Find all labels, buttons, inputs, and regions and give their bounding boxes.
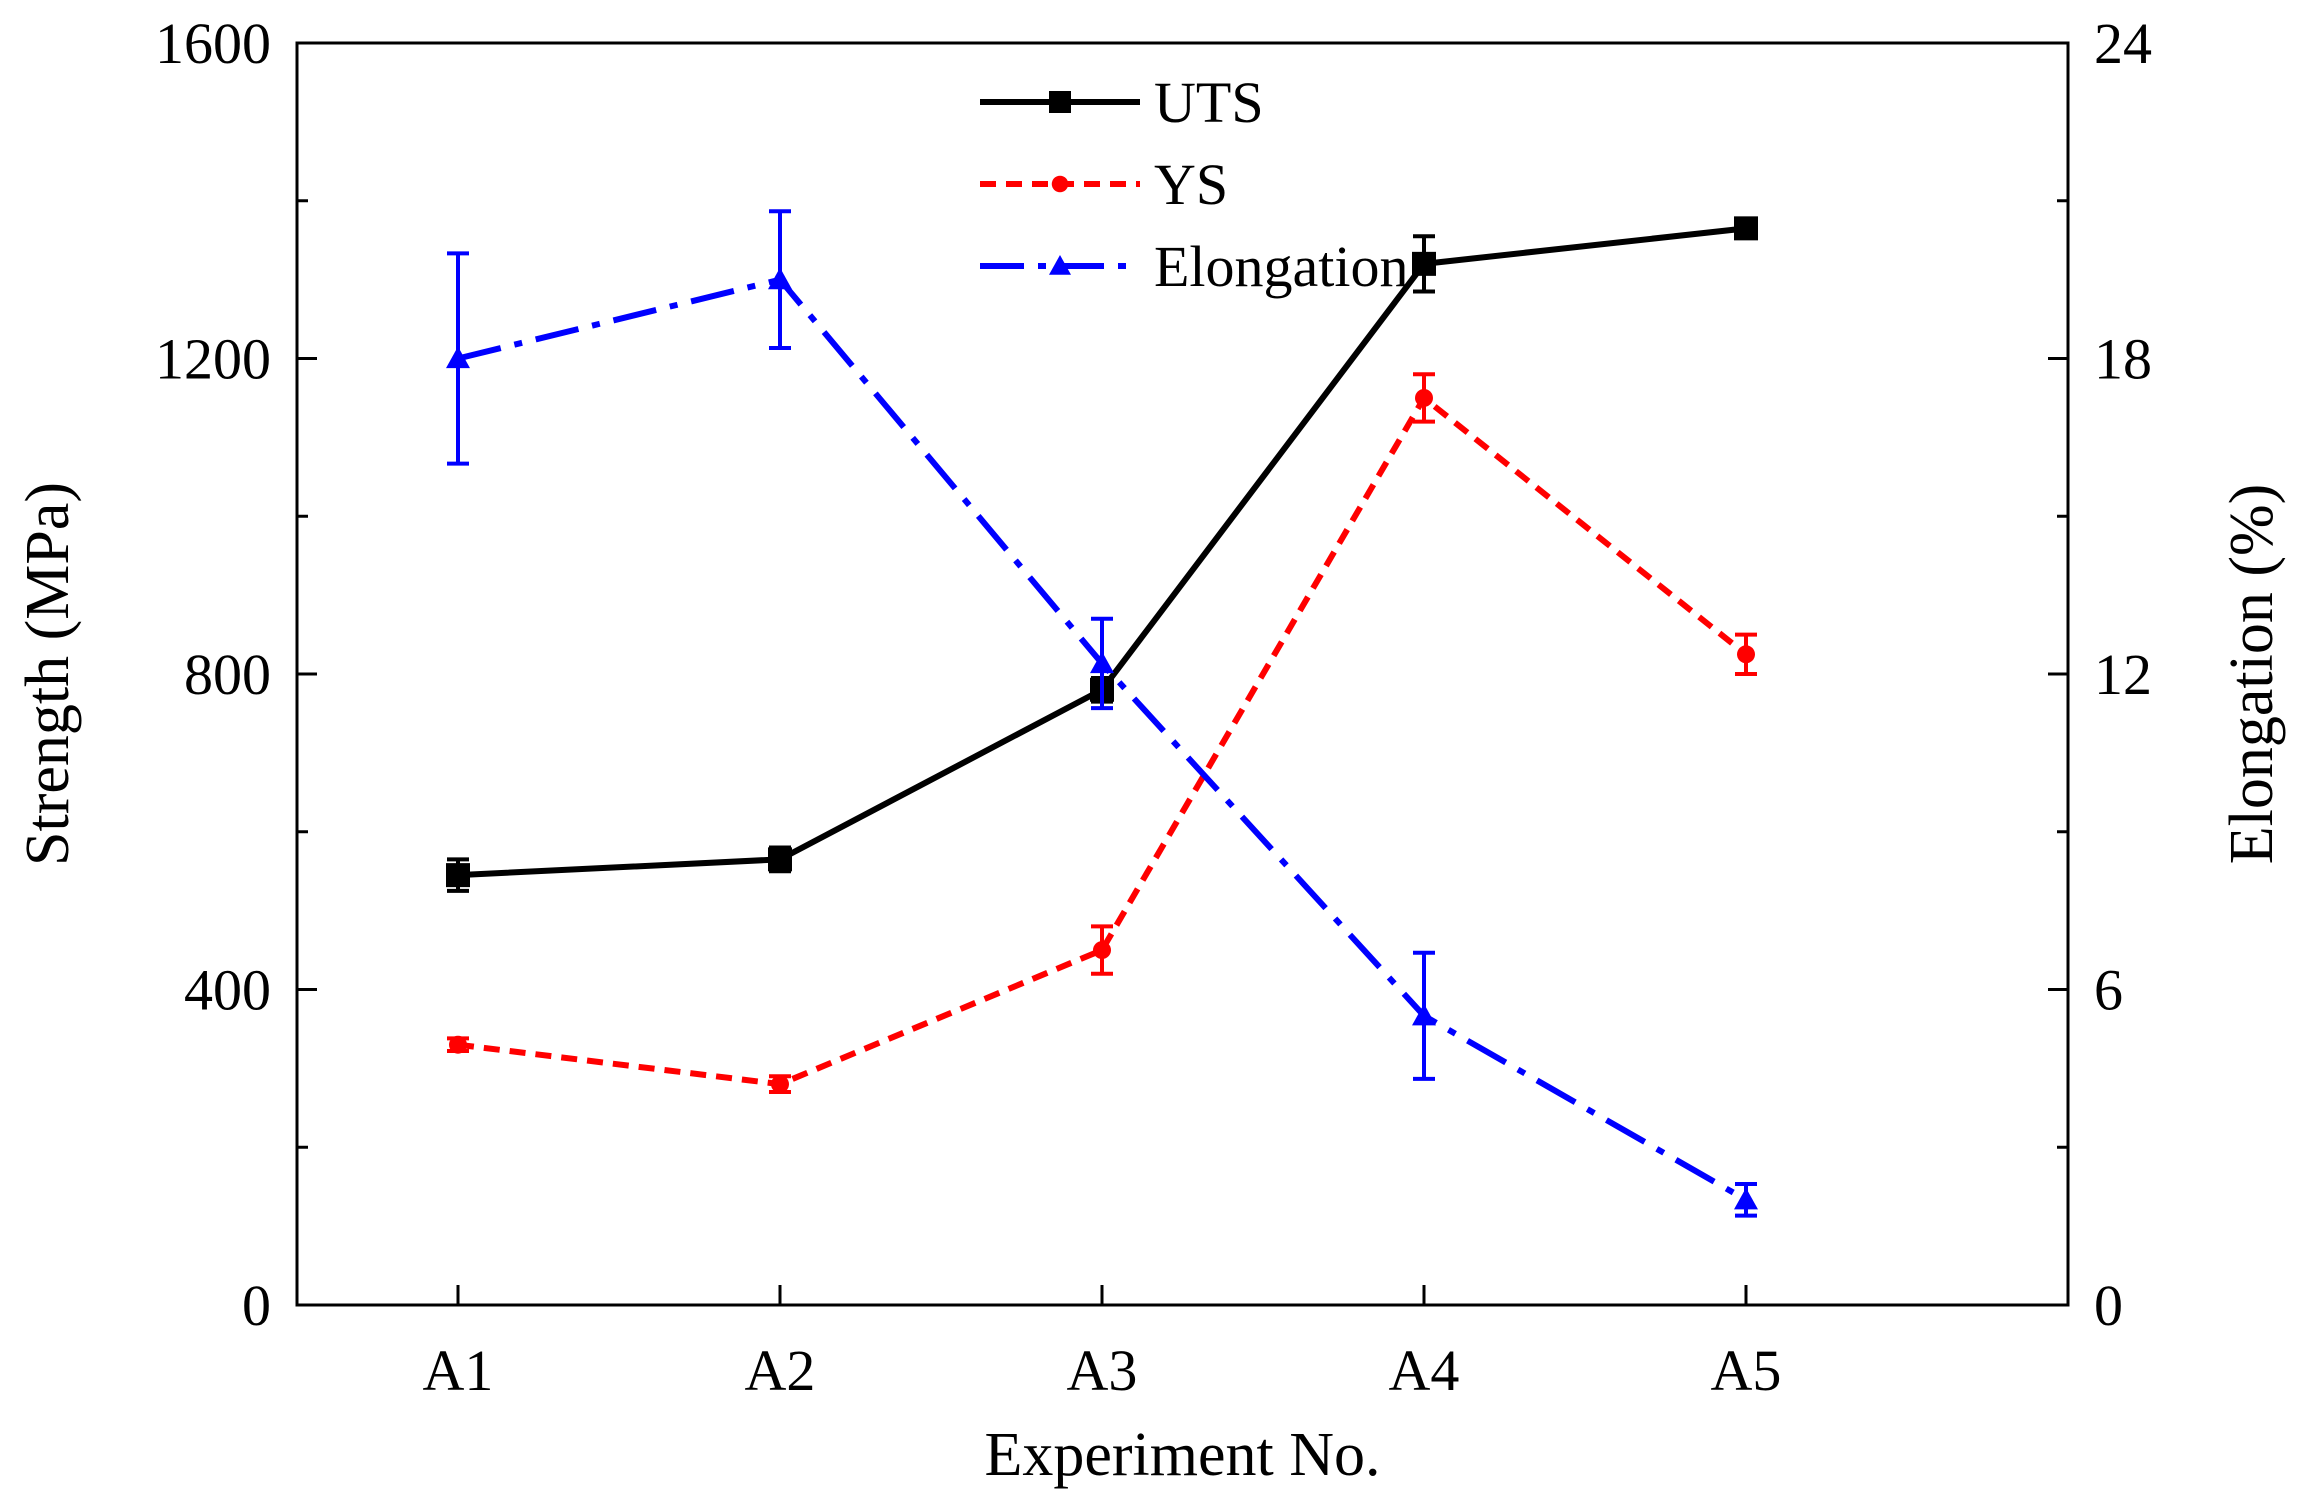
legend-item-uts: UTS <box>980 70 1264 135</box>
y-tick-label-right: 12 <box>2094 642 2152 707</box>
y-tick-label-right: 18 <box>2094 327 2152 392</box>
legend-item-ys: YS <box>980 152 1228 217</box>
series-line-elongation <box>457 276 1748 1203</box>
data-point-ys <box>1415 388 1433 407</box>
data-point-uts <box>1412 251 1436 276</box>
x-tick-label: A2 <box>745 1338 816 1403</box>
legend-label: Elongation <box>1154 234 1409 299</box>
y-tick-label-left: 800 <box>184 642 271 707</box>
y-tick-label-right: 6 <box>2094 958 2123 1023</box>
x-tick-label: A5 <box>1711 1338 1782 1403</box>
data-point-ys <box>1093 941 1111 960</box>
data-point-elongation <box>1734 1187 1758 1210</box>
axis-ticks: 0 400 800 1200 1600 0 6 12 18 24 A1 A2 A3 A4 A5 <box>155 11 2152 1403</box>
legend-marker <box>1049 91 1071 113</box>
plot-frame <box>295 41 2070 1307</box>
legend-marker <box>1051 175 1069 193</box>
legend: UTS YS Elongation <box>980 70 1409 299</box>
data-point-elongation <box>446 346 470 369</box>
series-layer <box>446 209 1758 1218</box>
plot-border <box>295 41 2070 1307</box>
x-tick-label: A3 <box>1067 1338 1138 1403</box>
y-axis-title-left: Strength (MPa) <box>14 482 82 866</box>
data-point-ys <box>771 1075 789 1094</box>
data-point-ys <box>1737 645 1755 664</box>
data-point-elongation <box>768 267 792 290</box>
legend-item-elongation: Elongation <box>980 234 1409 299</box>
y-axis-title-right: Elongation (%) <box>2218 484 2286 865</box>
y-tick-label-left: 0 <box>242 1273 271 1338</box>
y-tick-label-left: 1600 <box>155 11 271 76</box>
legend-label: UTS <box>1154 70 1264 135</box>
data-point-elongation <box>1412 1003 1436 1026</box>
y-tick-label-right: 0 <box>2094 1273 2123 1338</box>
data-point-uts <box>1734 216 1758 241</box>
series-line-ys <box>457 394 1748 1088</box>
y-tick-label-right: 24 <box>2094 11 2152 76</box>
data-point-elongation <box>1090 651 1114 674</box>
x-axis-title: Experiment No. <box>984 1421 1380 1489</box>
x-tick-label: A4 <box>1389 1338 1460 1403</box>
data-point-uts <box>446 863 470 888</box>
series-ys <box>447 372 1757 1095</box>
series-uts <box>446 216 1758 893</box>
legend-marker <box>1049 255 1071 275</box>
series-elongation <box>446 209 1758 1218</box>
data-point-uts <box>768 847 792 872</box>
legend-label: YS <box>1154 152 1228 217</box>
y-tick-label-left: 400 <box>184 958 271 1023</box>
series-line-uts <box>457 225 1747 879</box>
data-point-ys <box>449 1035 467 1054</box>
y-tick-label-left: 1200 <box>155 327 271 392</box>
x-tick-label: A1 <box>423 1338 494 1403</box>
